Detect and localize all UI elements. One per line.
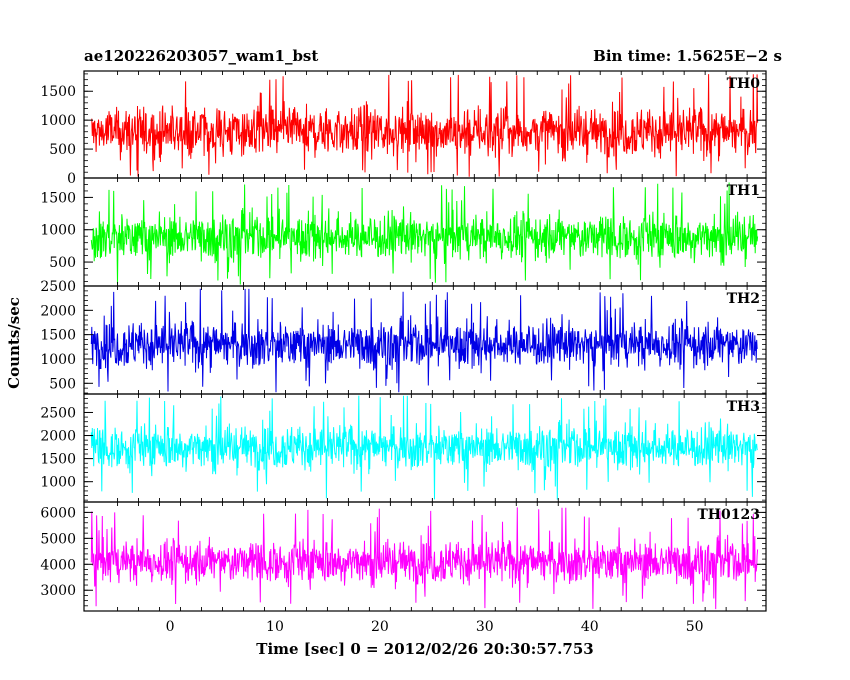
y-tick-label: 2000 <box>40 429 76 445</box>
bin-time-label: Bin time: 1.5625E−2 s <box>593 47 782 65</box>
x-tick-label: 50 <box>686 619 704 635</box>
panel-label: TH3 <box>727 399 760 415</box>
y-tick-label: 1500 <box>40 190 76 206</box>
y-tick-label: 3000 <box>40 583 76 599</box>
panel-frame <box>83 501 767 612</box>
y-tick-label: 6000 <box>40 505 76 521</box>
x-tick-label: 20 <box>371 619 389 635</box>
panel-th1: 500 1000 1500 TH1 <box>40 177 767 287</box>
y-tick-label: 500 <box>49 255 76 271</box>
y-tick-label: 500 <box>49 376 76 392</box>
panel-th2: 500 1000 1500 2000 2500 TH2 <box>40 279 767 395</box>
panel-label: TH2 <box>727 291 760 307</box>
y-tick-label: 1000 <box>40 223 76 239</box>
x-tick-label: 30 <box>476 619 494 635</box>
y-tick-label: 2500 <box>40 279 76 295</box>
series-line-th1 <box>90 182 759 285</box>
y-tick-label: 1000 <box>40 352 76 368</box>
x-tick-label: 0 <box>166 619 175 635</box>
y-tick-label: 1500 <box>40 452 76 468</box>
y-tick-label: 1000 <box>40 113 76 129</box>
y-tick-label: 2000 <box>40 303 76 319</box>
series-line-th2 <box>90 288 758 393</box>
series-line-th0 <box>91 74 759 177</box>
x-tick-label: 40 <box>581 619 599 635</box>
panel-th3: 1000 1500 2000 2500 TH3 <box>40 393 767 503</box>
y-tick-label: 500 <box>49 142 76 158</box>
panel-label: TH1 <box>727 183 760 199</box>
x-axis-label: Time [sec] 0 = 2012/02/26 20:30:57.753 <box>256 640 593 658</box>
panel-label: TH0 <box>727 76 761 92</box>
panels-group: 0 500 1000 1500 TH0 500 1000 1500 TH1 500 1000 1500… <box>40 70 767 612</box>
x-tick-labels: 0 10 20 30 40 50 <box>166 619 704 635</box>
panel-th0123: 3000 4000 5000 6000 TH0123 <box>40 501 767 612</box>
chart-title: ae120226203057_wam1_bst <box>84 47 318 65</box>
series-line-th0123 <box>90 507 759 610</box>
y-tick-label: 4000 <box>40 557 76 573</box>
y-tick-label: 2500 <box>40 405 76 421</box>
y-tick-label: 5000 <box>40 531 76 547</box>
x-tick-label: 10 <box>266 619 284 635</box>
y-tick-label: 1000 <box>40 475 76 491</box>
y-tick-label: 1500 <box>40 328 76 344</box>
series-line-th3 <box>90 395 759 500</box>
y-axis-label: Counts/sec <box>5 297 23 389</box>
panel-label: TH0123 <box>697 507 760 523</box>
y-tick-label: 0 <box>67 171 76 187</box>
y-tick-label: 1500 <box>40 84 76 100</box>
panel-th0: 0 500 1000 1500 TH0 <box>40 70 767 187</box>
